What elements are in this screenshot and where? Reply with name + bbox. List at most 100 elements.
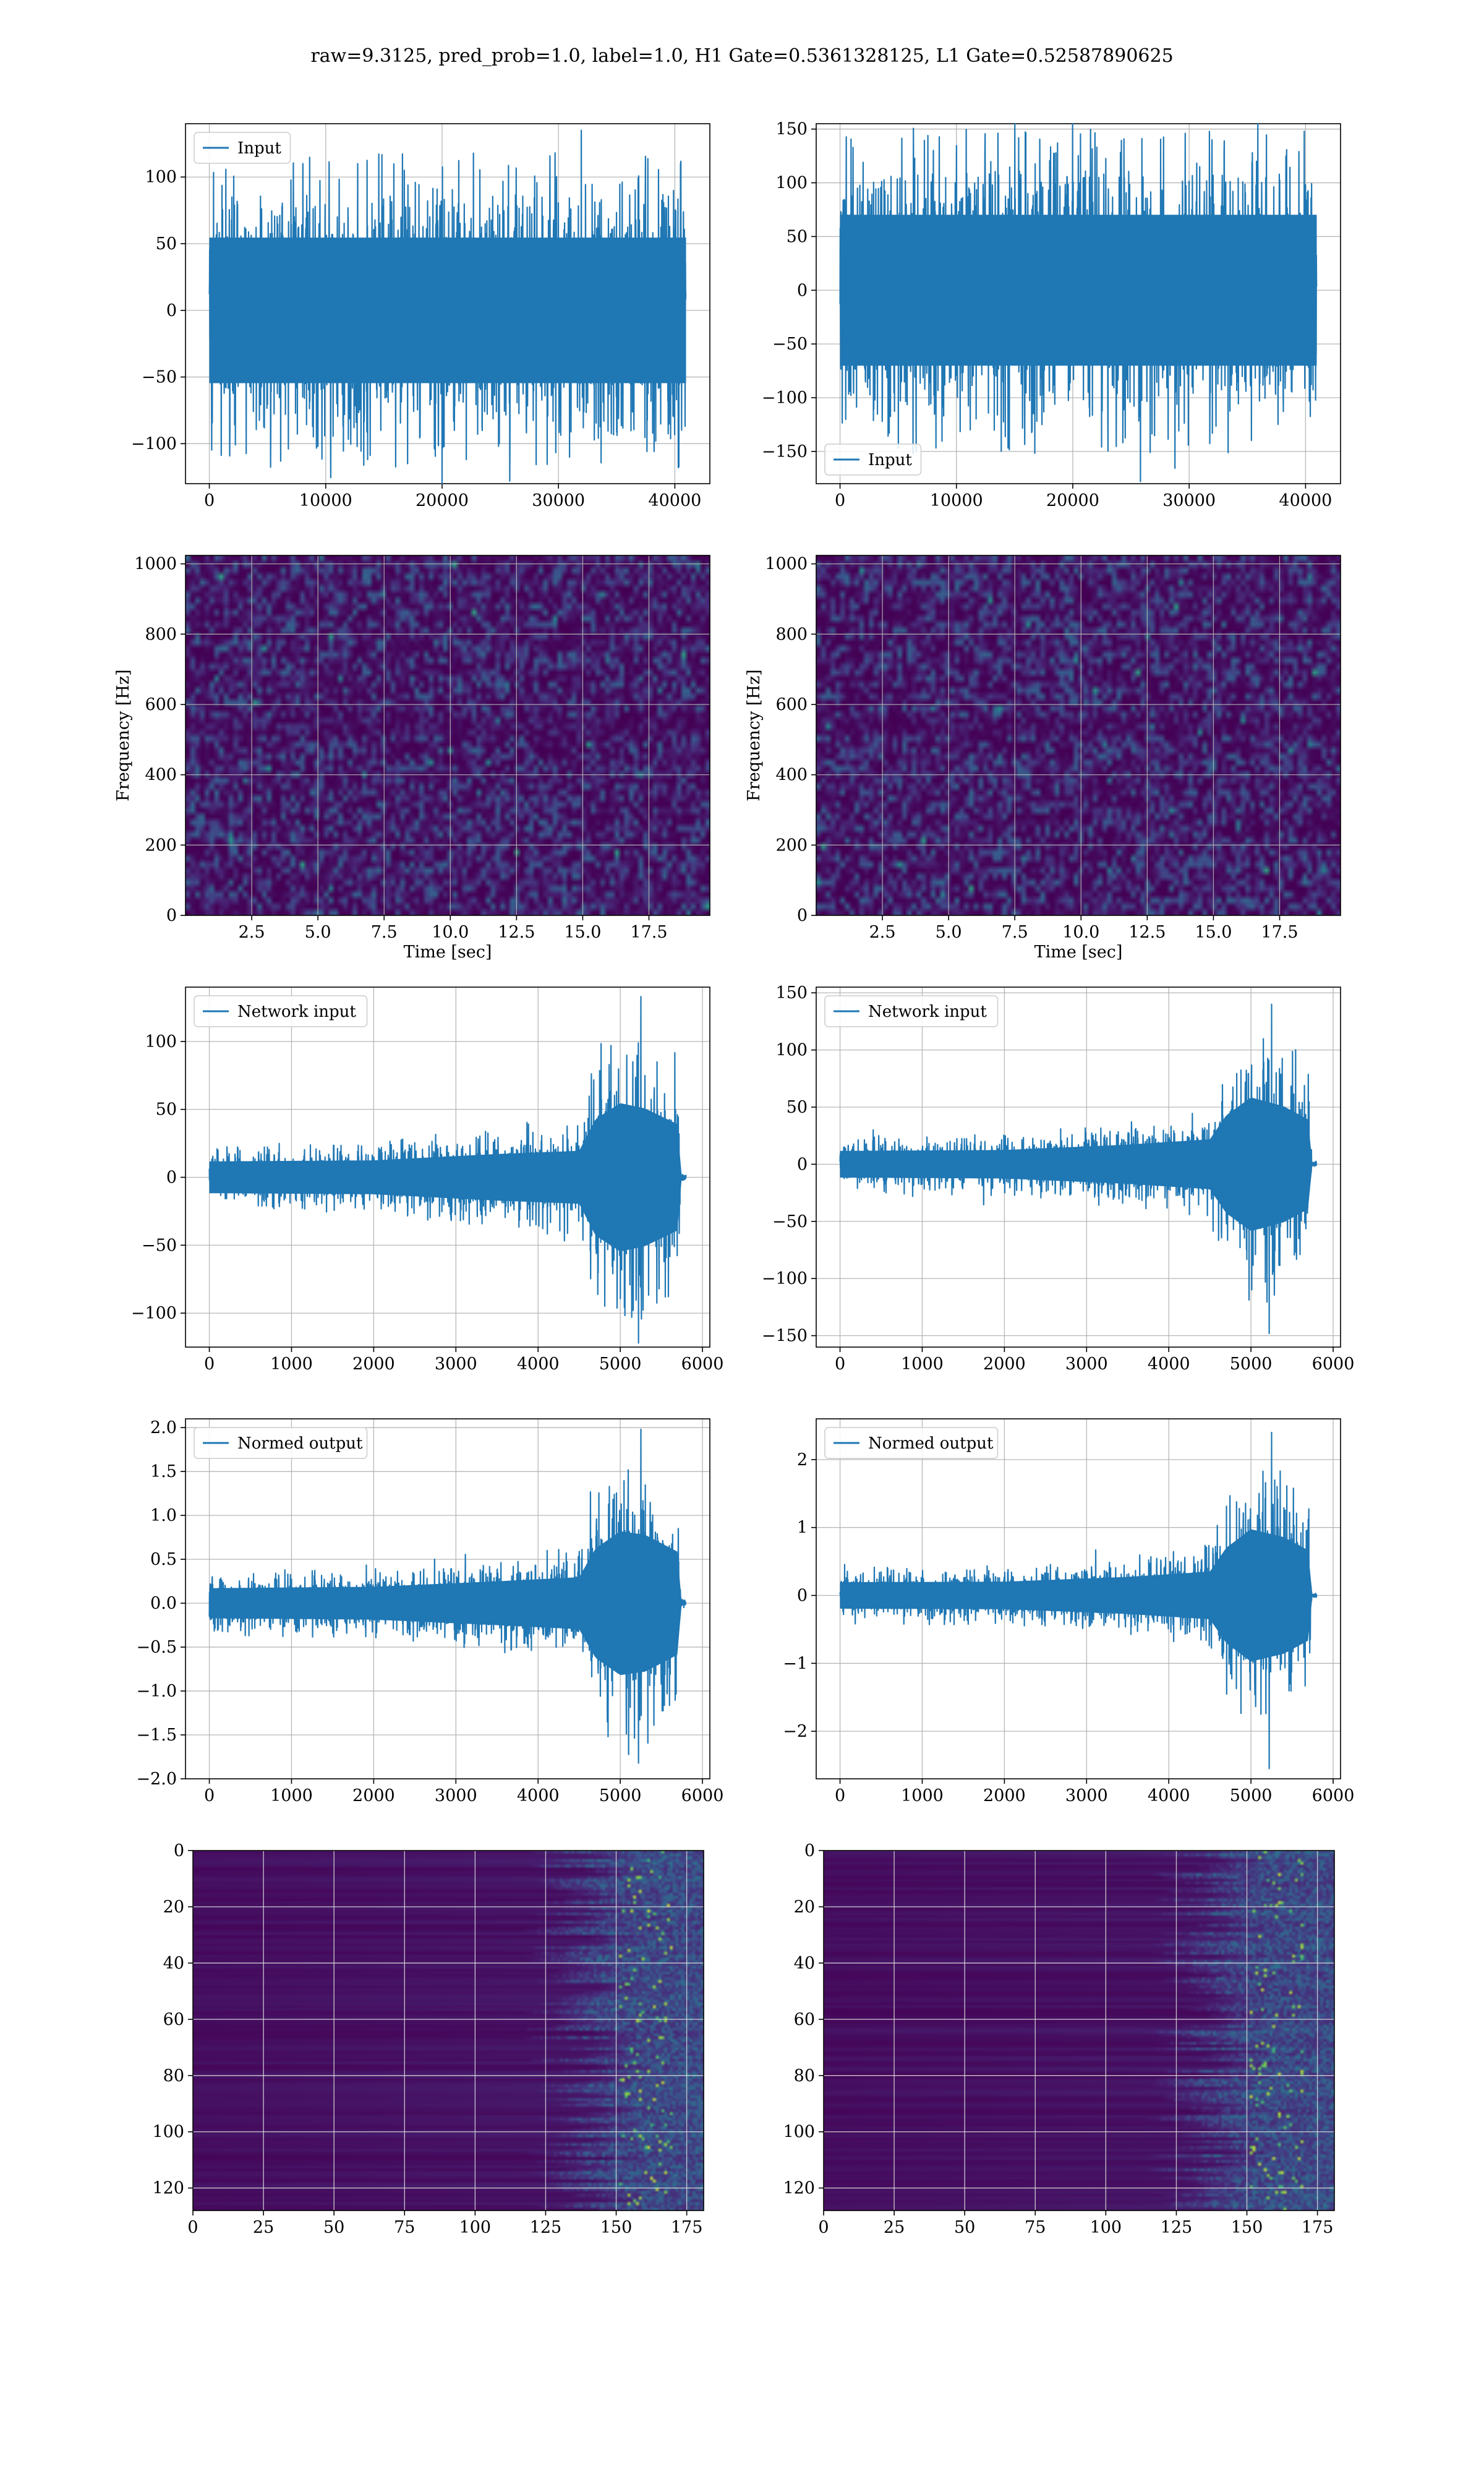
x-tick-label: 175 (671, 2218, 703, 2237)
spectrogram-image (186, 555, 710, 915)
signal-core-band (209, 238, 686, 383)
x-tick-label: 100 (459, 2218, 492, 2237)
axes-frame (185, 555, 710, 916)
x-tick-label: 0 (835, 1786, 845, 1805)
legend: Input (194, 132, 291, 164)
y-tick-label: 0 (797, 906, 808, 925)
x-tick-label: 2000 (983, 1786, 1026, 1805)
x-tick-label: 3000 (1065, 1786, 1108, 1805)
legend-box (824, 1427, 999, 1459)
y-tick-label: 0.5 (150, 1550, 177, 1569)
legend-box (194, 132, 291, 164)
x-tick-label: 30000 (1162, 491, 1216, 510)
y-tick-label: 1000 (134, 555, 177, 574)
y-tick-label: 40 (163, 1954, 184, 1973)
axes-frame (823, 1850, 1335, 2211)
y-tick-label: 0 (166, 301, 177, 320)
y-tick-label: 0 (804, 1841, 815, 1860)
y-tick-label: 50 (156, 1100, 177, 1119)
l1-input-panel: 0 10000 20000 30000 40000 −150 −100 −50 0 50 100 15… (762, 120, 1341, 510)
y-tick-label: −1.0 (136, 1682, 177, 1701)
x-tick-label: 4000 (1148, 1786, 1190, 1805)
x-tick-label: 5000 (1230, 1786, 1273, 1805)
y-tick-label: 150 (775, 120, 808, 139)
x-tick-label: 2000 (352, 1786, 395, 1805)
legend-label: Network input (237, 1003, 356, 1021)
y-tick-label: 60 (794, 2010, 815, 2029)
legend-box (824, 995, 999, 1027)
y-tick-label: 50 (156, 234, 177, 254)
x-tick-label: 40000 (648, 491, 701, 510)
y-tick-label: 100 (775, 174, 808, 193)
legend-label: Input (237, 139, 281, 158)
x-tick-label: 25 (884, 2218, 905, 2237)
x-tick-label: 3000 (435, 1355, 477, 1374)
signal-core-band (209, 1531, 686, 1676)
y-tick-label: 2 (797, 1450, 808, 1470)
y-tick-label: 0 (166, 906, 177, 925)
y-tick-label: −50 (142, 368, 177, 387)
x-tick-label: 50 (323, 2218, 344, 2237)
y-tick-label: −0.5 (136, 1638, 177, 1657)
y-tick-label: 0 (797, 1155, 808, 1174)
x-tick-label: 2000 (352, 1355, 395, 1374)
y-tick-label: 60 (163, 2010, 184, 2029)
y-tick-label: −2 (783, 1722, 808, 1741)
y-tick-label: 2.0 (150, 1418, 177, 1437)
x-tick-label: 20000 (1046, 491, 1099, 510)
y-tick-label: 1000 (765, 555, 808, 574)
y-tick-label: 80 (794, 2066, 815, 2086)
y-tick-label: −100 (762, 388, 808, 408)
legend-box (194, 1427, 368, 1459)
h1-normed-output-panel: 0 1000 2000 3000 4000 5000 6000 −2.0 −1.5 −1.0 −0.… (136, 1418, 723, 1805)
x-tick-label: 2000 (983, 1355, 1026, 1374)
x-tick-label: 12.5 (498, 923, 535, 942)
y-tick-label: 1.5 (150, 1462, 177, 1481)
x-tick-label: 125 (530, 2218, 562, 2237)
legend: Normed output (194, 1427, 368, 1459)
x-tick-label: 7.5 (1002, 923, 1028, 942)
y-tick-label: 800 (775, 625, 808, 644)
l1-feature-map-panel: 0 25 50 75 100 125 150 175 0 20 40 60 80 100 120 (783, 1841, 1335, 2237)
l1-normed-output-panel: 0 1000 2000 3000 4000 5000 6000 −2 −1 0 1 2 Normed o… (783, 1418, 1355, 1805)
x-tick-label: 5.0 (305, 923, 331, 942)
h1-network-input-panel: 0 1000 2000 3000 4000 5000 6000 −100 −50 0 50 100 Ne… (131, 987, 723, 1374)
x-tick-label: 4000 (517, 1355, 560, 1374)
feature-map-image (824, 1851, 1334, 2211)
y-tick-label: 80 (163, 2066, 184, 2086)
axes-frame (816, 555, 1341, 916)
x-tick-label: 2.5 (239, 923, 265, 942)
x-tick-label: 75 (394, 2218, 415, 2237)
l1-network-input-panel: 0 1000 2000 3000 4000 5000 6000 −150 −100 −50 0 50 1… (762, 983, 1355, 1374)
x-tick-label: 0 (187, 2218, 198, 2237)
x-tick-label: 15.0 (1195, 923, 1232, 942)
y-tick-label: 0 (166, 1168, 177, 1187)
x-tick-label: 1000 (270, 1786, 313, 1805)
y-tick-label: 1.0 (150, 1506, 177, 1525)
x-tick-label: 7.5 (371, 923, 398, 942)
x-tick-label: 0 (204, 491, 215, 510)
y-tick-label: 50 (787, 1098, 808, 1117)
legend: Network input (824, 995, 999, 1027)
x-tick-label: 1000 (270, 1355, 313, 1374)
y-tick-label: 100 (775, 1041, 808, 1060)
y-tick-label: 120 (152, 2179, 184, 2198)
y-tick-label: 400 (145, 766, 177, 785)
signal-core-band (209, 1103, 686, 1252)
x-tick-label: 10000 (930, 491, 983, 510)
y-tick-label: 0 (797, 281, 808, 300)
y-tick-label: −50 (772, 1212, 808, 1231)
y-tick-label: 40 (794, 1954, 815, 1973)
x-tick-label: 10.0 (432, 923, 469, 942)
y-tick-label: 600 (145, 695, 177, 714)
y-tick-label: 200 (145, 836, 177, 855)
y-tick-label: 100 (152, 2123, 184, 2142)
y-tick-label: 800 (145, 625, 177, 644)
axes-frame (185, 123, 710, 484)
feature-map-image (193, 1851, 704, 2211)
x-tick-label: 6000 (1312, 1786, 1355, 1805)
y-tick-label: −50 (142, 1236, 177, 1255)
axes-frame (816, 123, 1341, 484)
legend-box (824, 443, 922, 476)
